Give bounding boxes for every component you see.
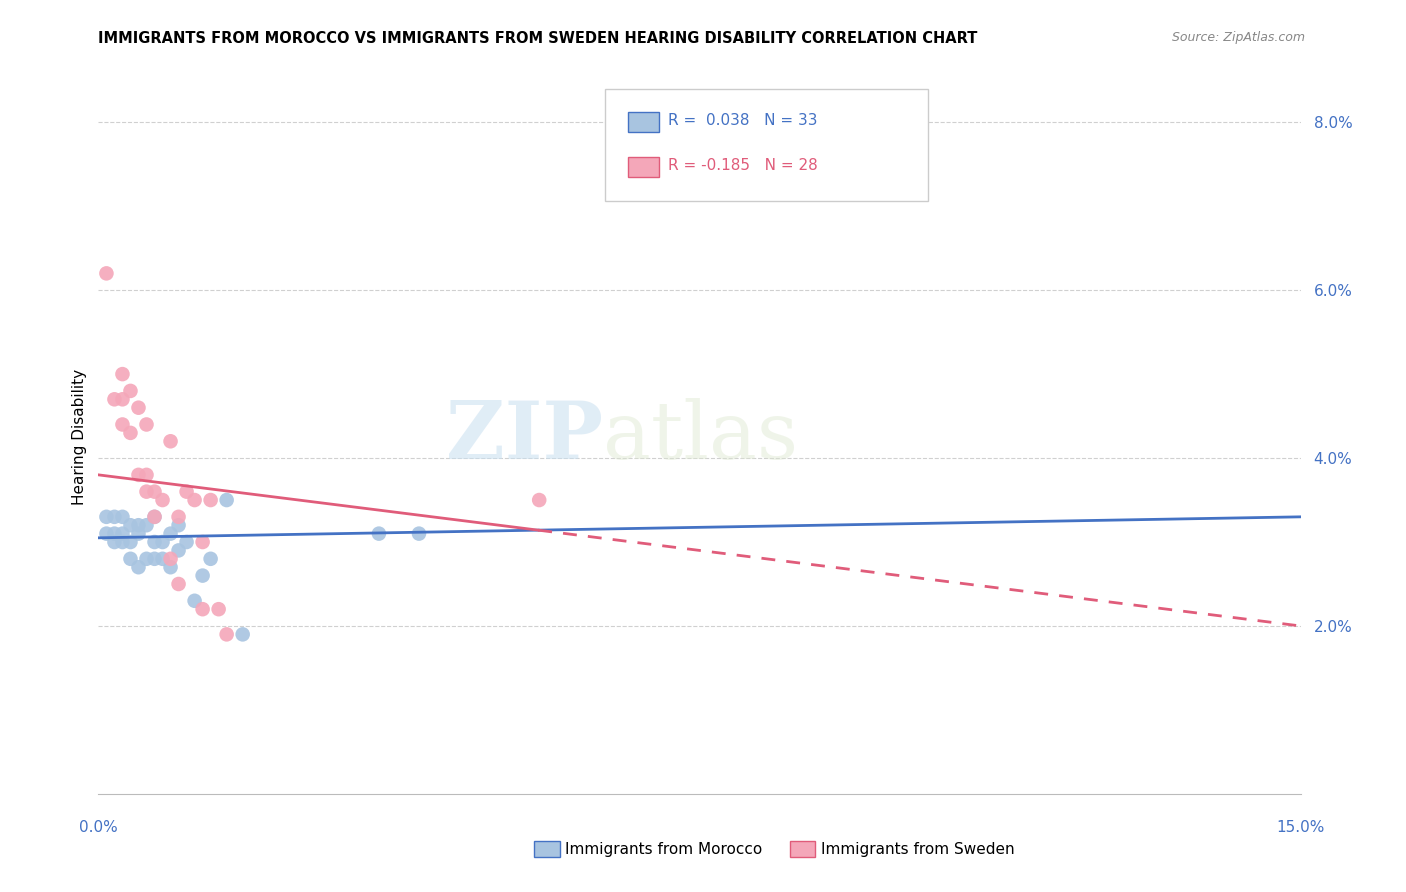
- Point: [191, 602, 214, 616]
- Point: [128, 518, 150, 533]
- Point: [103, 392, 125, 407]
- Point: [135, 551, 157, 566]
- Point: [215, 627, 238, 641]
- Point: [120, 518, 142, 533]
- Point: [128, 560, 150, 574]
- Point: [152, 551, 174, 566]
- Point: [167, 509, 190, 524]
- Text: IMMIGRANTS FROM MOROCCO VS IMMIGRANTS FROM SWEDEN HEARING DISABILITY CORRELATION: IMMIGRANTS FROM MOROCCO VS IMMIGRANTS FR…: [98, 31, 977, 46]
- Point: [96, 526, 118, 541]
- Point: [120, 384, 142, 398]
- Point: [135, 467, 157, 482]
- Point: [200, 551, 222, 566]
- Point: [232, 627, 254, 641]
- Point: [111, 417, 134, 432]
- Text: R =  0.038   N = 33: R = 0.038 N = 33: [668, 113, 817, 128]
- Point: [111, 535, 134, 549]
- Point: [143, 509, 166, 524]
- Point: [143, 509, 166, 524]
- Text: Immigrants from Morocco: Immigrants from Morocco: [565, 842, 762, 856]
- Point: [135, 484, 157, 499]
- Point: [128, 401, 150, 415]
- Point: [143, 551, 166, 566]
- Point: [120, 425, 142, 440]
- Point: [159, 434, 181, 449]
- Point: [152, 493, 174, 508]
- Point: [183, 594, 205, 608]
- Point: [159, 560, 181, 574]
- Point: [143, 535, 166, 549]
- Point: [111, 526, 134, 541]
- Point: [529, 493, 551, 508]
- Point: [120, 551, 142, 566]
- Point: [728, 123, 751, 137]
- Point: [159, 551, 181, 566]
- Point: [167, 577, 190, 591]
- Text: Immigrants from Sweden: Immigrants from Sweden: [821, 842, 1015, 856]
- Point: [143, 484, 166, 499]
- Point: [128, 467, 150, 482]
- Text: 0.0%: 0.0%: [79, 821, 118, 835]
- Text: 15.0%: 15.0%: [1277, 821, 1324, 835]
- Text: R = -0.185   N = 28: R = -0.185 N = 28: [668, 158, 818, 172]
- Text: Source: ZipAtlas.com: Source: ZipAtlas.com: [1171, 31, 1305, 45]
- Point: [408, 526, 430, 541]
- Point: [128, 526, 150, 541]
- Point: [135, 518, 157, 533]
- Point: [176, 484, 198, 499]
- Point: [176, 535, 198, 549]
- Point: [96, 509, 118, 524]
- Point: [152, 535, 174, 549]
- Point: [103, 509, 125, 524]
- Point: [167, 543, 190, 558]
- Point: [96, 266, 118, 280]
- Point: [191, 568, 214, 582]
- Point: [191, 535, 214, 549]
- Point: [103, 535, 125, 549]
- Text: atlas: atlas: [603, 398, 799, 476]
- Point: [200, 493, 222, 508]
- Point: [135, 417, 157, 432]
- Y-axis label: Hearing Disability: Hearing Disability: [72, 369, 87, 505]
- Text: ZIP: ZIP: [446, 398, 603, 476]
- Point: [183, 493, 205, 508]
- Point: [111, 392, 134, 407]
- Point: [111, 509, 134, 524]
- Point: [167, 518, 190, 533]
- Point: [215, 493, 238, 508]
- Point: [159, 526, 181, 541]
- Point: [103, 526, 125, 541]
- Point: [111, 367, 134, 381]
- Point: [368, 526, 391, 541]
- Point: [120, 535, 142, 549]
- Point: [208, 602, 231, 616]
